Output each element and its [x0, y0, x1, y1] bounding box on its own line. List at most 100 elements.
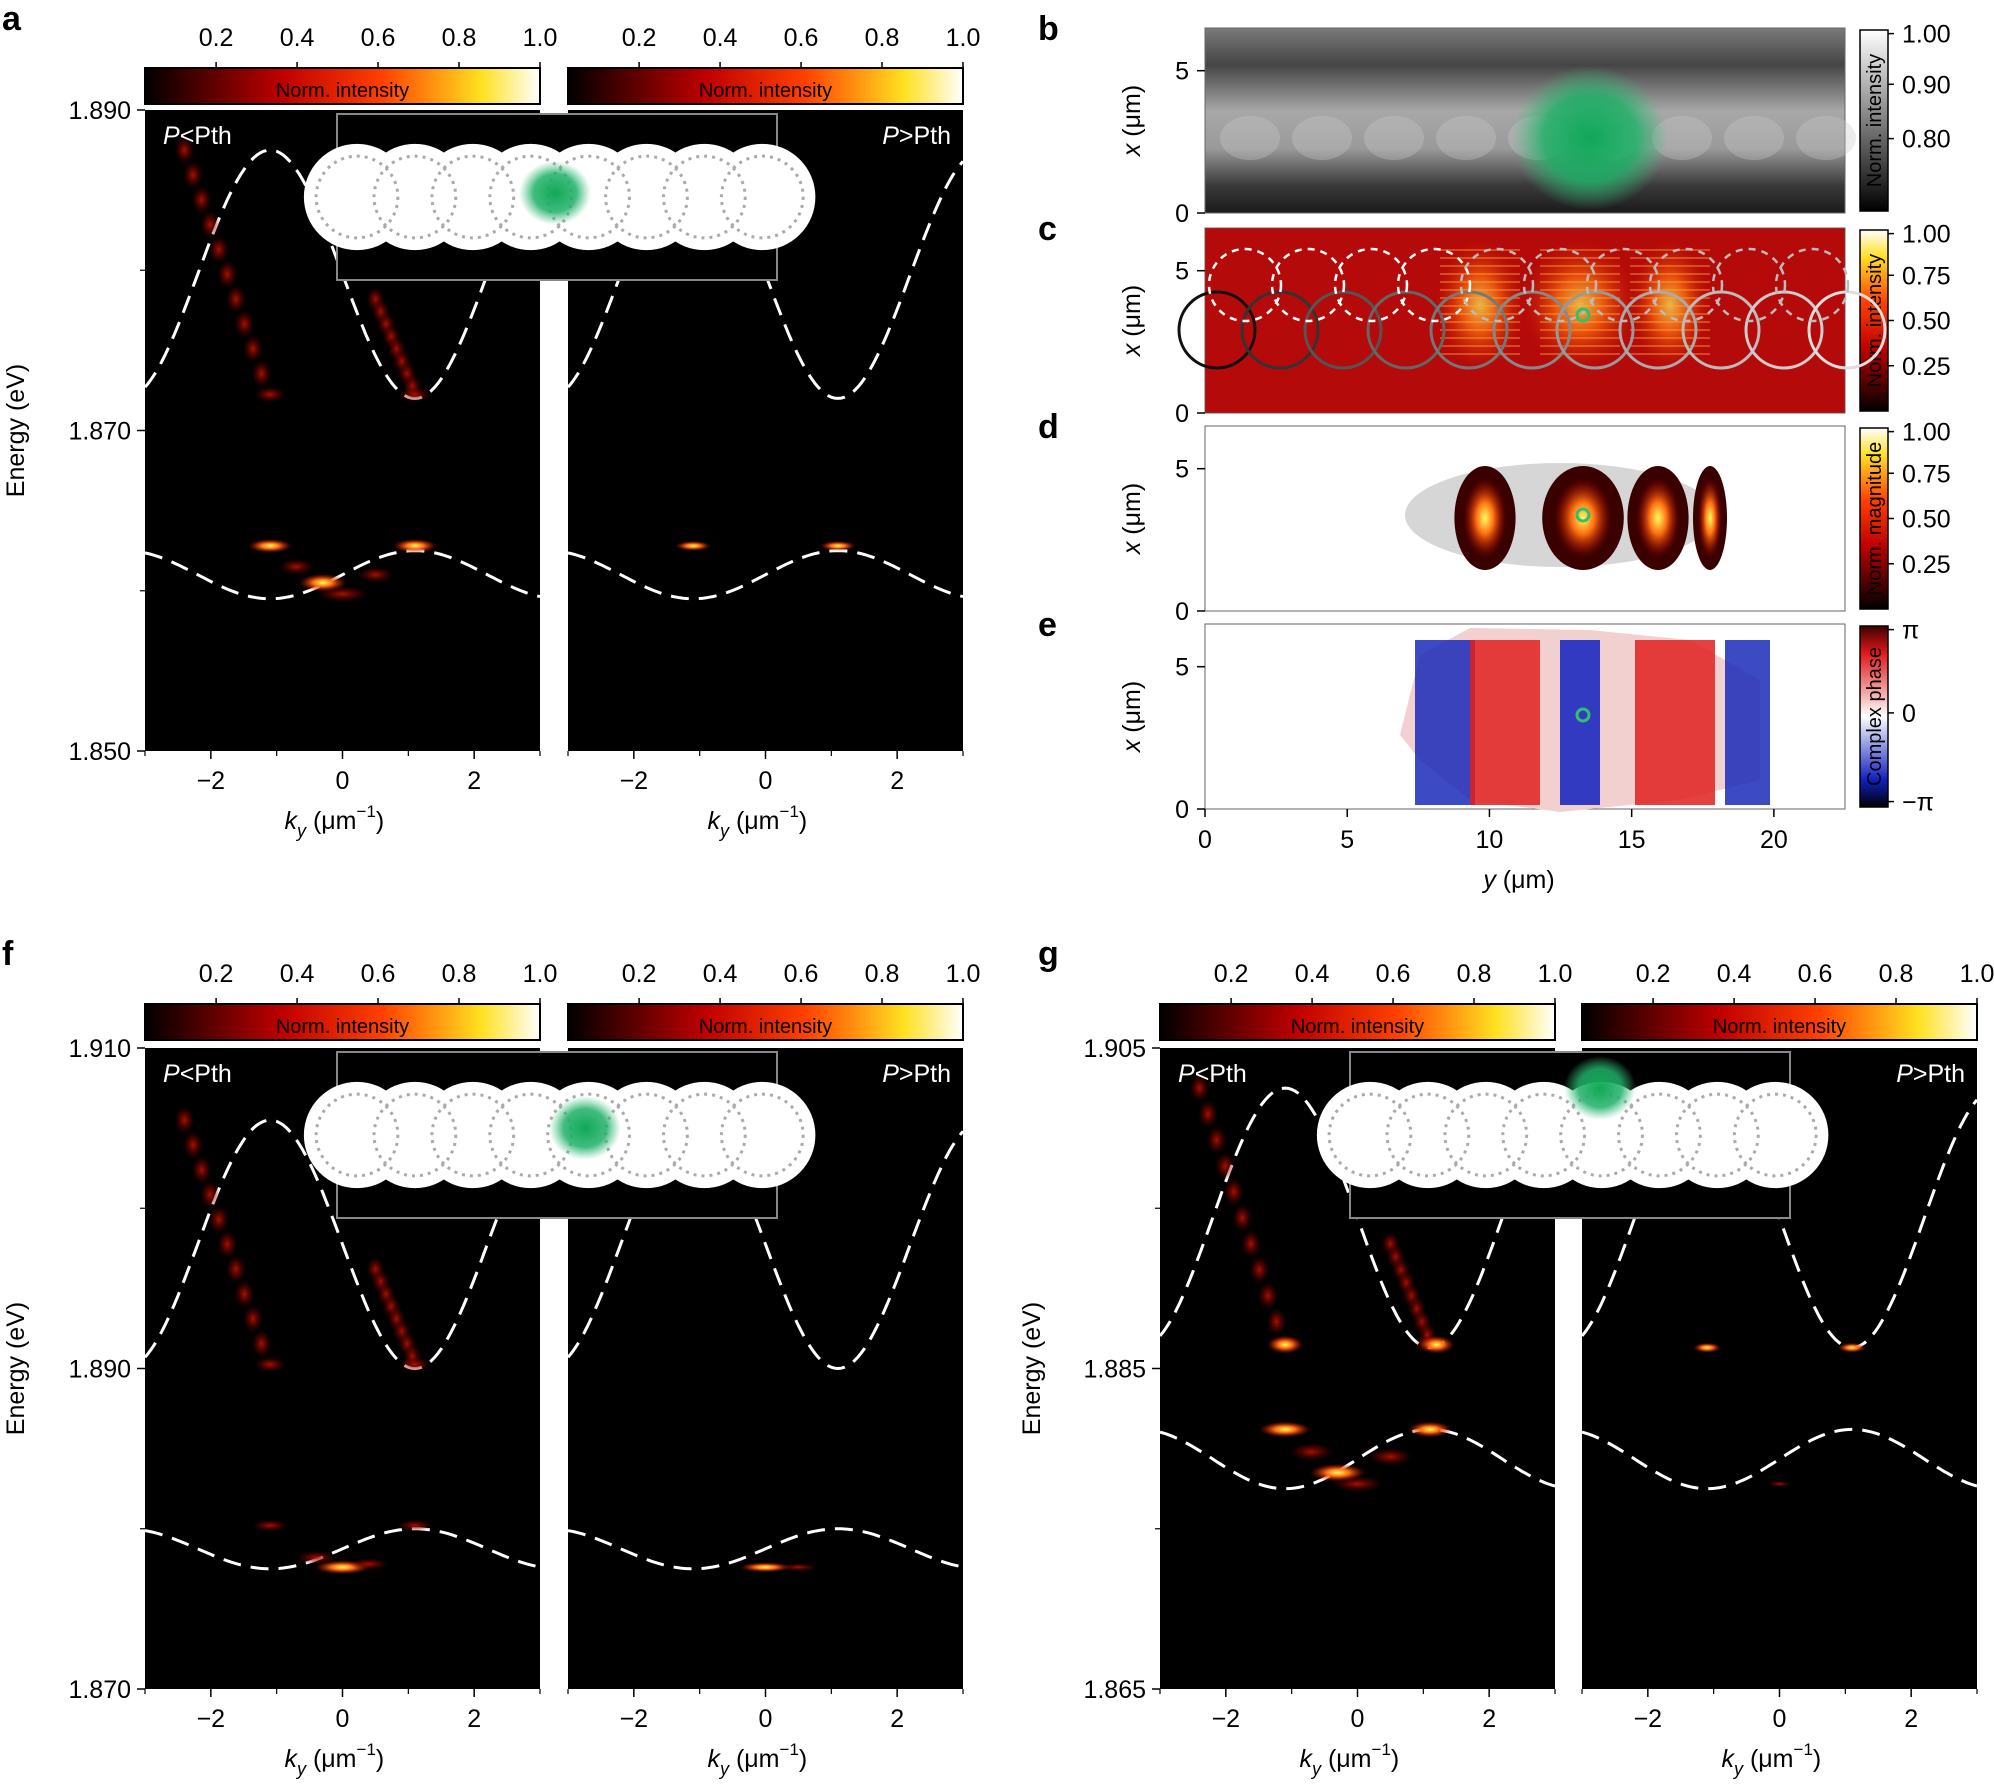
inset-dotted-ring: [604, 154, 689, 240]
emission-lower-band: [1259, 1421, 1312, 1438]
phase-stripe: [1470, 640, 1540, 805]
y-tick-label: 1.870: [68, 418, 131, 446]
y-tick-label: 0: [1175, 200, 1189, 228]
x-tick-label: 2: [890, 1705, 904, 1733]
x-axis-label: ky (μm−1): [708, 802, 808, 841]
emission-lower-band: [392, 538, 437, 553]
x-tick-label: 2: [1482, 1705, 1496, 1733]
colorbar-tick-label: 1.0: [1538, 960, 1573, 988]
colorbar-b: [1859, 29, 1889, 212]
x-tick-label: 20: [1760, 826, 1788, 854]
y-tick-label: 0: [1175, 400, 1189, 428]
magnitude-lobe-core: [1554, 478, 1612, 558]
emission-upper-left: [191, 185, 212, 214]
y-tick-label: 1.865: [1083, 1676, 1146, 1704]
inset-dotted-ring: [430, 154, 516, 240]
y-axis-label: x (μm): [1118, 85, 1146, 157]
colorbar-tick-label: 0: [1902, 700, 1916, 728]
inset-dotted-ring: [372, 1092, 458, 1178]
magnitude-lobe-core: [1463, 478, 1507, 558]
x-tick-label: 2: [1904, 1705, 1918, 1733]
lattice-circle-dashed: [1522, 247, 1598, 323]
colorbar-tick-label: 0.4: [1295, 960, 1330, 988]
x-tick-label: −2: [1634, 1705, 1663, 1733]
lattice-circle-solid: [1618, 290, 1698, 370]
emission-lower-band: [278, 558, 315, 575]
inset-dotted-ring: [1732, 1092, 1818, 1178]
emission-upper-min-right: [398, 386, 431, 403]
x-tick-label: 15: [1618, 826, 1646, 854]
colorbar-title: Norm. intensity: [1291, 1016, 1424, 1038]
colorbar-gradient: [144, 67, 541, 105]
emission-upper-left: [208, 235, 229, 264]
y-tick-label: 5: [1175, 456, 1189, 484]
emission-lower-band: [348, 1558, 389, 1571]
inset-dotted-ring: [430, 1092, 516, 1178]
x-tick-label: 0: [336, 1705, 350, 1733]
emission-upper-left: [234, 1279, 255, 1308]
emission-upper-left: [183, 1130, 204, 1159]
x-tick-label: 2: [890, 767, 904, 795]
emission-upper-left: [1189, 1074, 1210, 1103]
emission-upper-left: [1215, 1151, 1236, 1180]
inset-dotted-ring: [1617, 1092, 1702, 1178]
emission-upper-left: [183, 160, 204, 189]
lattice-circle-solid: [1807, 290, 1887, 370]
colorbar-title: Norm. intensity: [276, 80, 409, 102]
inset-dotted-ring: [546, 1092, 631, 1178]
label-above-threshold: P>Pth: [882, 1060, 951, 1088]
phase-stripe: [1635, 640, 1715, 805]
emission-upper-left: [200, 1180, 221, 1209]
colorbar-a-1: Norm. intensity 0.2 0.4 0.6 0.8 1.0: [567, 24, 981, 105]
label-below-threshold: P<Pth: [1178, 1060, 1247, 1088]
colorbar-tick-label: 1.00: [1902, 21, 1951, 49]
colorbar-tick-label: 0.2: [622, 24, 657, 52]
colorbar-tick-label: 0.8: [865, 960, 900, 988]
panel-f: f Norm. intensity 0.2 0.4 0.6 0.8 1.0 −2 0 2 ky (μ…: [2, 935, 980, 1779]
dispersion-upper: [143, 1118, 542, 1371]
phase-stripe: [1560, 640, 1600, 805]
colorbar-tick-label: 0.90: [1902, 71, 1951, 99]
emission-upper-left: [251, 1329, 272, 1358]
colorbar-f-0: Norm. intensity 0.2 0.4 0.6 0.8 1.0: [144, 960, 557, 1041]
lattice-circle-dashed: [1459, 247, 1535, 323]
x-tick-label: 2: [467, 767, 481, 795]
y-tick-label: 1.905: [1083, 1035, 1146, 1063]
lattice-circle-solid: [1555, 290, 1635, 370]
colorbar-tick-label: 0.80: [1902, 126, 1951, 154]
colorbar-tick-label: 0.8: [865, 24, 900, 52]
emission-upper-min-left: [254, 1356, 287, 1373]
emission-upper-left: [225, 285, 246, 314]
colorbar-tick-label: 0.6: [361, 960, 396, 988]
inset-pillar: [1722, 1081, 1829, 1189]
emission-upper-left: [242, 1304, 263, 1333]
emission-upper-left: [174, 1106, 195, 1135]
x-tick-label: 10: [1476, 826, 1504, 854]
y-axis-label: Energy (eV): [2, 1302, 30, 1435]
y-axis-label: Energy (eV): [1018, 1302, 1046, 1435]
emission-lower-band: [252, 1519, 289, 1532]
x-tick-label: −2: [1212, 1705, 1241, 1733]
emission-lower-band: [1331, 1475, 1384, 1492]
x-tick-label: −2: [197, 1705, 226, 1733]
colorbar-tick-label: 0.4: [703, 960, 738, 988]
y-tick-label: 0: [1175, 796, 1189, 824]
colorbar-tick-label: 0.8: [1457, 960, 1492, 988]
emission-upper-left: [1240, 1229, 1261, 1258]
x-tick-label: −2: [197, 767, 226, 795]
dispersion-lower: [567, 1527, 964, 1571]
emission-upper-left: [234, 309, 255, 338]
fringe-bright: [1432, 235, 1528, 375]
panel-c: c 5 0 x (μm) Norm. intensity 1.00 0.75 0.50 0.25: [1038, 210, 1951, 428]
emission-lower-band: [296, 1550, 337, 1565]
inset-dotted-ring: [719, 1092, 805, 1178]
emission-upper-min-right-hot: [1418, 1335, 1455, 1354]
emission-condensate: [1767, 1480, 1792, 1487]
lattice-circle-dashed: [1270, 247, 1346, 323]
colorbar-tick-label: 1.0: [946, 24, 981, 52]
emission-upper-left: [1249, 1255, 1270, 1284]
colorbar-title: Norm. intensity: [1713, 1016, 1846, 1038]
y-tick-label: 1.910: [68, 1035, 131, 1063]
dispersion-lower: [144, 549, 541, 601]
